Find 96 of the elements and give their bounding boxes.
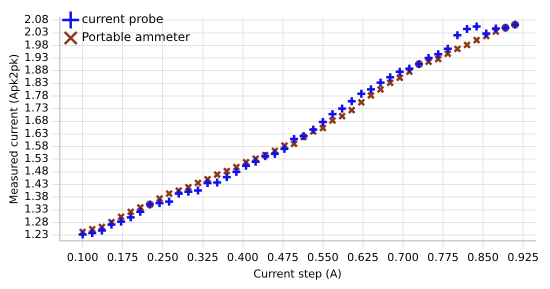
x-tick-label: 0.175: [106, 251, 138, 264]
x-tick-label: 0.775: [427, 251, 459, 264]
x-tick-label: 0.325: [187, 251, 219, 264]
y-tick-label: 1.53: [24, 152, 49, 166]
point: [212, 177, 222, 188]
point: [194, 178, 202, 188]
point: [384, 72, 396, 83]
point: [184, 183, 192, 192]
point: [308, 124, 319, 135]
point: [452, 30, 463, 41]
point: [135, 206, 146, 218]
point: [404, 63, 415, 74]
x-tick-label: 0.400: [227, 251, 259, 264]
point: [126, 208, 135, 216]
point: [231, 166, 242, 178]
point: [240, 160, 252, 172]
point: [250, 156, 261, 167]
point: [348, 106, 356, 114]
point: [192, 185, 204, 196]
point: [346, 96, 357, 107]
y-tick-label: 1.58: [24, 139, 49, 152]
point: [318, 124, 327, 132]
y-tick-label: 1.38: [24, 190, 49, 203]
point: [490, 23, 502, 34]
point: [318, 116, 328, 128]
point: [471, 21, 482, 32]
point: [173, 188, 184, 199]
x-tick-label: 0.550: [307, 251, 339, 264]
point: [87, 228, 98, 238]
x-tick-label: 0.475: [267, 251, 299, 264]
point: [394, 66, 406, 77]
x-tick-label: 0.925: [507, 251, 539, 264]
point: [481, 28, 492, 39]
point: [327, 108, 338, 120]
y-tick-label: 2.03: [24, 26, 49, 39]
point: [396, 74, 404, 82]
y-tick-label: 1.93: [24, 50, 49, 64]
point: [77, 229, 88, 240]
y-tick-label: 1.98: [24, 38, 49, 52]
y-tick-label: 1.68: [24, 114, 49, 128]
point: [222, 172, 232, 182]
point: [154, 198, 165, 208]
point: [164, 196, 174, 207]
point: [375, 77, 386, 88]
point: [423, 52, 434, 64]
x-tick-label: 0.850: [467, 251, 499, 264]
point: [336, 103, 348, 114]
point: [462, 24, 472, 34]
point: [222, 166, 231, 176]
y-tick-label: 1.63: [24, 126, 49, 140]
y-tick-label: 1.88: [24, 64, 49, 77]
point: [213, 170, 222, 179]
point: [202, 178, 213, 188]
point: [338, 112, 346, 120]
y-axis-title: Measured current (Apk2pk): [7, 54, 20, 204]
y-tick-label: 1.48: [24, 164, 49, 178]
point: [125, 212, 136, 223]
point: [279, 144, 290, 154]
point: [366, 91, 376, 100]
point: [328, 116, 337, 125]
point: [453, 44, 462, 54]
x-tick-label: 0.700: [387, 251, 419, 264]
point: [376, 85, 385, 94]
y-tick-label: 1.83: [24, 76, 49, 90]
point: [432, 49, 444, 60]
point: [444, 50, 452, 58]
y-tick-label: 2.08: [24, 12, 49, 26]
point: [288, 134, 300, 144]
y-tick-label: 1.43: [24, 177, 49, 190]
y-tick-label: 1.78: [24, 88, 49, 102]
point: [116, 216, 126, 227]
point: [165, 189, 174, 198]
point: [356, 88, 367, 99]
legend-label: current probe: [82, 12, 164, 26]
x-tick-label: 0.625: [347, 251, 379, 264]
point: [96, 225, 108, 236]
y-tick-label: 1.73: [24, 101, 49, 114]
point: [270, 148, 280, 160]
x-tick-label: 0.250: [146, 251, 178, 264]
point: [183, 186, 194, 198]
x-tick-label: 0.100: [66, 251, 98, 264]
point: [434, 54, 442, 64]
point: [386, 78, 394, 87]
point: [106, 219, 117, 230]
point: [472, 36, 481, 44]
point: [366, 84, 376, 95]
y-tick-label: 1.33: [24, 202, 49, 216]
y-tick-label: 1.23: [24, 228, 49, 241]
point: [442, 43, 454, 54]
point: [462, 40, 472, 49]
legend-label: Portable ammeter: [82, 30, 190, 44]
y-tick-label: 1.28: [24, 215, 49, 228]
point: [117, 212, 126, 221]
point: [232, 162, 240, 172]
x-axis-title: Current step (A): [253, 267, 342, 280]
point: [357, 98, 366, 106]
